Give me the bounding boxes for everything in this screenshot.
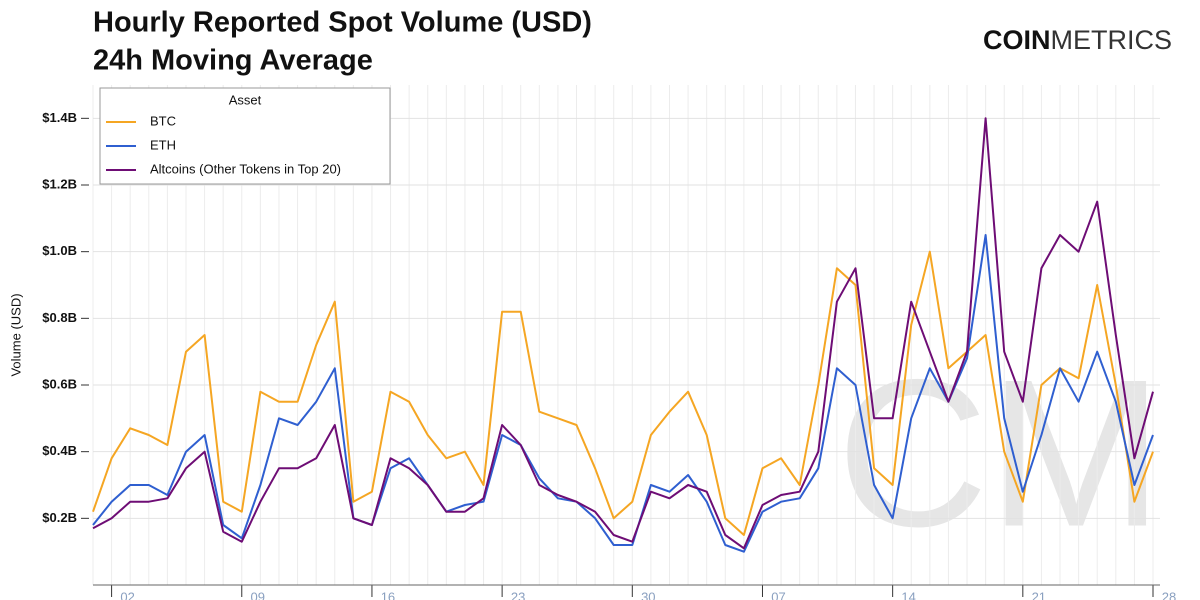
series-line [92, 250, 1154, 536]
legend-label: ETH [150, 137, 176, 152]
brand-light: METRICS [1051, 25, 1173, 55]
legend-label: Altcoins (Other Tokens in Top 20) [150, 161, 341, 176]
series-line [92, 117, 1154, 550]
lines [92, 117, 1154, 553]
legend: Asset BTC ETH Altcoins (Other Tokens in To… [99, 87, 391, 185]
legend-title: Asset [229, 92, 262, 107]
x-tick-label: 02 [120, 589, 134, 600]
legend-box [99, 87, 391, 185]
x-tick-label: 16 [381, 589, 395, 600]
brand-bold: COIN [983, 25, 1051, 55]
y-tick-label: $1.4B [42, 110, 77, 125]
x-tick-label: 30 [641, 589, 655, 600]
x-tick-label: 07 [771, 589, 785, 600]
y-tick-label: $0.2B [42, 510, 77, 525]
x-tick-label: 21 [1032, 589, 1046, 600]
x-tick-label: 09 [251, 589, 265, 600]
series-line [92, 234, 1154, 553]
y-axis-label: Volume (USD) [8, 293, 23, 376]
chart-subtitle: 24h Moving Average [93, 45, 373, 77]
x-tick-label: 14 [901, 589, 915, 600]
legend-label: BTC [150, 113, 176, 128]
y-tick-label: $0.8B [42, 310, 77, 325]
y-tick-label: $0.6B [42, 376, 77, 391]
x-tick-label: 28 [1162, 589, 1176, 600]
brand-logo: COINMETRICS [983, 25, 1172, 55]
x-tick-label: 23 [511, 589, 525, 600]
y-tick-label: $1.0B [42, 243, 77, 258]
chart-title: Hourly Reported Spot Volume (USD) [93, 7, 592, 39]
y-tick-label: $0.4B [42, 443, 77, 458]
y-tick-label: $1.2B [42, 176, 77, 191]
